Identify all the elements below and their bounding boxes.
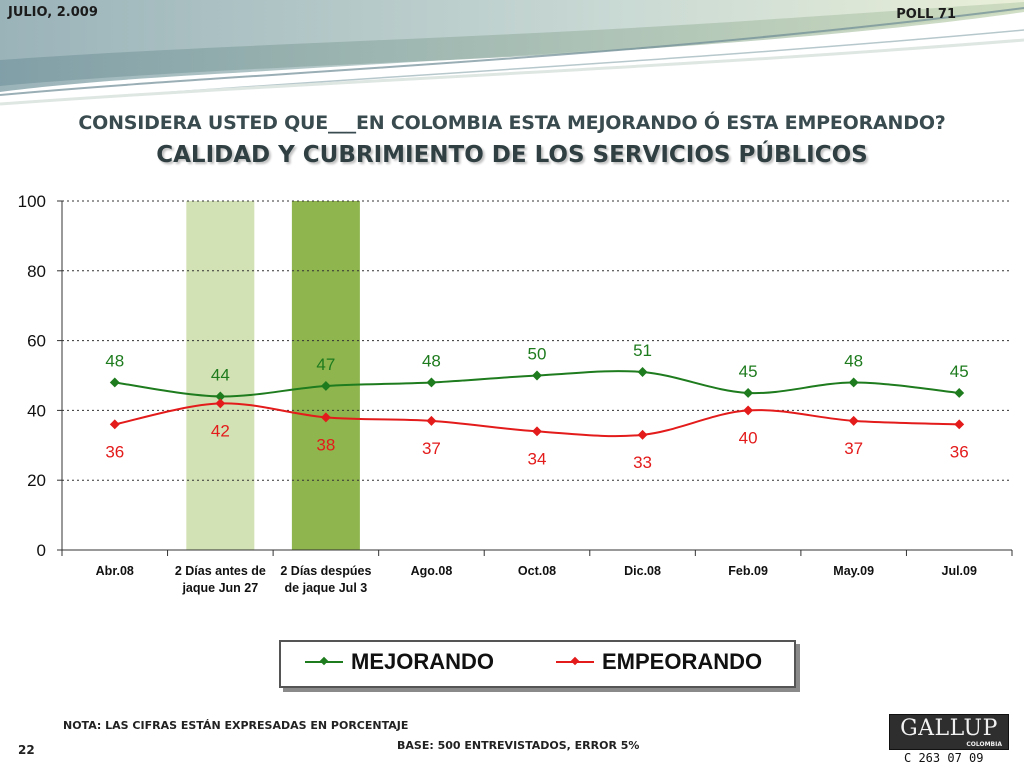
data-point-mejorando [215, 391, 226, 402]
x-tick-label-line: Dic.08 [624, 564, 661, 578]
y-tick-label: 0 [37, 541, 46, 560]
chart-question: CONSIDERA USTED QUE___EN COLOMBIA ESTA M… [78, 112, 946, 134]
line-chart: 0 20 40 60 80 100 Abr.08 2 Días antes de jaque J… [18, 192, 1013, 595]
poll-number: POLL 71 [896, 7, 956, 22]
x-tick-label-line: Ago.08 [411, 564, 453, 578]
data-label-mejorando: 48 [105, 351, 124, 370]
gallup-logo: GALLUP COLOMBIA [889, 714, 1009, 750]
data-point-mejorando [532, 370, 542, 381]
document-code: C 263 07 09 [904, 751, 984, 765]
x-tick-label: May.09 [833, 564, 874, 578]
x-tick-label: 2 Días despúes de jaque Jul 3 [280, 564, 371, 595]
header-swoosh-decoration [0, 0, 1024, 106]
data-label-mejorando: 48 [844, 351, 863, 370]
x-tick-label: Jul.09 [942, 564, 977, 578]
logo-wordmark: GALLUP [900, 716, 998, 741]
data-label-empeorando: 40 [739, 428, 758, 447]
data-label-mejorando: 44 [211, 365, 230, 384]
y-tick-label: 60 [27, 332, 46, 351]
footnote: NOTA: LAS CIFRAS ESTÁN EXPRESADAS EN POR… [63, 719, 409, 732]
x-tick-label: Ago.08 [411, 564, 453, 578]
x-tick-label-line: Jul.09 [942, 564, 977, 578]
data-label-mejorando: 45 [950, 362, 969, 381]
x-tick-label-line: de jaque Jul 3 [285, 581, 368, 595]
data-label-empeorando: 36 [105, 442, 124, 461]
chart-subtitle: CALIDAD Y CUBRIMIENTO DE LOS SERVICIOS P… [156, 142, 868, 168]
data-point-mejorando [637, 367, 648, 377]
data-label-empeorando: 42 [211, 421, 230, 440]
x-tick-label-line: 2 Días antes de [175, 564, 266, 578]
data-label-empeorando: 34 [528, 449, 547, 468]
data-point-empeorando [954, 419, 965, 430]
data-point-empeorando [848, 415, 859, 426]
data-label-empeorando: 38 [316, 435, 335, 454]
data-label-mejorando: 48 [422, 351, 441, 370]
x-tick-label: 2 Días antes de jaque Jun 27 [175, 564, 266, 595]
legend-label-empeorando: EMPEORANDO [602, 649, 763, 674]
data-point-mejorando [426, 377, 437, 388]
data-label-empeorando: 33 [633, 453, 652, 472]
y-tick-label: 80 [27, 262, 46, 281]
x-tick-label: Abr.08 [96, 564, 134, 578]
x-tick-label-line: Oct.08 [518, 564, 556, 578]
legend-swatch-mejorando [305, 661, 343, 663]
logo-subtext: COLOMBIA [966, 741, 1002, 748]
data-label-mejorando: 50 [528, 345, 547, 364]
data-point-empeorando [532, 426, 542, 437]
x-tick-label-line: 2 Días despúes [280, 564, 371, 578]
x-tick-label-line: May.09 [833, 564, 874, 578]
y-tick-label: 40 [27, 401, 46, 420]
report-date: JULIO, 2.009 [8, 5, 98, 20]
highlight-band-2 [291, 201, 360, 550]
chart-legend: MEJORANDO EMPEORANDO [279, 640, 796, 688]
x-tick-label-line: Feb.09 [728, 564, 768, 578]
page-number: 22 [18, 743, 35, 757]
data-label-empeorando: 37 [844, 439, 863, 458]
legend-swatch-empeorando [556, 661, 594, 663]
y-tick-label: 100 [18, 192, 46, 211]
x-tick-label: Dic.08 [624, 564, 661, 578]
data-label-empeorando: 37 [422, 439, 441, 458]
x-tick-label: Oct.08 [518, 564, 556, 578]
data-point-empeorando [215, 398, 226, 409]
y-tick-label: 20 [27, 471, 46, 490]
x-tick-label-line: Abr.08 [96, 564, 134, 578]
x-tick-label-line: jaque Jun 27 [181, 581, 258, 595]
data-label-mejorando: 45 [739, 362, 758, 381]
data-point-empeorando [426, 415, 437, 426]
highlight-band-1 [186, 201, 255, 550]
data-label-mejorando: 51 [633, 341, 652, 360]
sample-base: BASE: 500 ENTREVISTADOS, ERROR 5% [397, 739, 640, 752]
data-point-mejorando [109, 377, 120, 388]
data-point-empeorando [743, 405, 754, 416]
data-label-empeorando: 36 [950, 442, 969, 461]
data-point-mejorando [743, 388, 754, 398]
data-point-mejorando [848, 377, 859, 388]
data-point-empeorando [109, 419, 120, 430]
legend-item-mejorando: MEJORANDO [305, 649, 494, 675]
data-point-empeorando [637, 429, 648, 440]
data-point-mejorando [954, 388, 965, 398]
legend-label-mejorando: MEJORANDO [351, 649, 495, 674]
x-tick-label: Feb.09 [728, 564, 768, 578]
data-label-mejorando: 47 [316, 355, 335, 374]
legend-item-empeorando: EMPEORANDO [556, 649, 762, 675]
